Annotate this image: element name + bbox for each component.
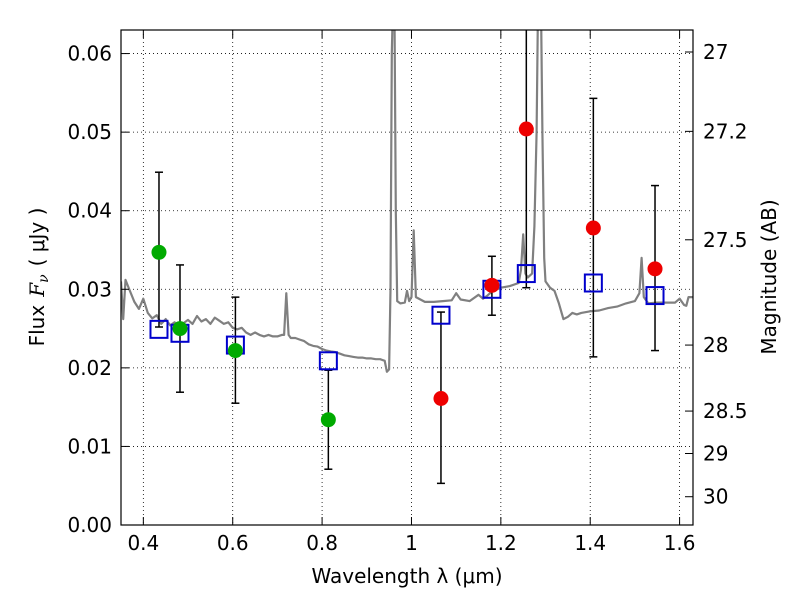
y-tick-label: 0.06 (67, 42, 112, 66)
y-axis-title-subscript: ν (36, 274, 52, 283)
data-point-circle (585, 220, 601, 236)
y-tick-label: 0.04 (67, 199, 112, 223)
axis-ticks: 0.4 0.6 0.8 1 1.2 1.4 1.6 0.00 0.01 0.02 0.03 0.04 0… (67, 30, 748, 555)
y-axis-title-unit: ( μJy ) (25, 208, 49, 267)
y-tick-label: 0.00 (67, 513, 112, 537)
y2-axis-title: Magnitude (AB) (757, 199, 781, 354)
y-tick-label: 0.05 (67, 120, 112, 144)
y2-tick-label: 28.5 (703, 399, 748, 423)
y2-tick-label: 30 (703, 485, 728, 509)
y-tick-label: 0.03 (67, 277, 112, 301)
data-point-square (583, 273, 603, 293)
x-tick-label: 1.6 (664, 531, 696, 555)
y-axis-title: Flux Fν ( μJy ) (25, 208, 52, 347)
x-tick-label: 0.6 (217, 531, 249, 555)
y-axis-title-prefix: Flux (25, 305, 49, 347)
marker-layer (149, 121, 665, 428)
y2-tick-label: 27 (703, 40, 728, 64)
y-axis-title-symbol: F (25, 282, 49, 298)
y2-tick-label: 28 (703, 333, 728, 357)
plot-frame (120, 29, 694, 526)
x-tick-label: 0.8 (306, 531, 338, 555)
data-point-circle (433, 391, 449, 406)
y2-tick-label: 29 (703, 442, 728, 466)
model-spectrum-layer (121, 30, 693, 373)
x-tick-label: 0.4 (127, 531, 159, 555)
grid-lines (121, 30, 693, 525)
data-point-circle (227, 343, 243, 359)
data-point-circle (172, 321, 188, 337)
data-point-circle (518, 121, 534, 137)
data-point-square (149, 319, 169, 339)
y2-tick-label: 27.2 (703, 119, 748, 143)
x-tick-label: 1 (405, 531, 418, 555)
y2-tick-label: 27.5 (703, 228, 748, 252)
y-tick-label: 0.01 (67, 434, 112, 458)
data-point-square (645, 286, 665, 306)
data-point-circle (151, 244, 167, 260)
x-tick-label: 1.2 (485, 531, 517, 555)
model-spectrum-line (121, 30, 693, 373)
y-tick-label: 0.02 (67, 356, 112, 380)
x-tick-label: 1.4 (574, 531, 606, 555)
data-point-circle (320, 412, 336, 428)
data-point-circle (484, 277, 500, 293)
data-point-circle (647, 261, 663, 277)
data-point-square (516, 264, 536, 284)
data-point-square (431, 305, 451, 325)
x-axis-title: Wavelength λ (μm) (311, 564, 502, 588)
data-point-square (318, 351, 338, 371)
